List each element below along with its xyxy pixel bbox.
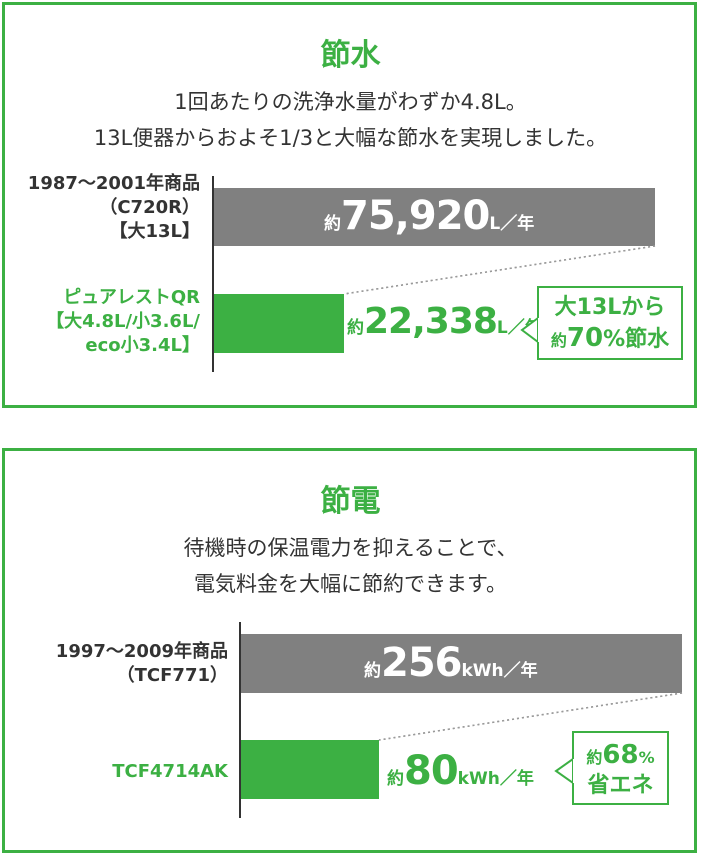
power-new-value-number: 80 [404, 748, 459, 794]
water-description: 1回あたりの洗浄水量がわずか4.8L。 13L便器からおよそ1/3と大幅な節水を… [0, 84, 701, 156]
water-savings-badge: 大13Lから 約70%節水 [537, 286, 683, 360]
power-saving-panel [2, 448, 697, 853]
water-axis-line [212, 176, 214, 372]
water-new-label-line1: ピュアレストQR [63, 287, 200, 308]
power-desc-line2: 電気料金を大幅に節約できます。 [194, 572, 507, 596]
power-desc-line1: 待機時の保温電力を抑えることで、 [183, 536, 518, 560]
water-old-bar [214, 188, 655, 246]
water-old-label-line2: （C720R） [99, 197, 200, 218]
water-new-label-line3: eco小3.4L】 [85, 335, 200, 356]
water-old-value-number: 75,920 [341, 193, 490, 239]
power-old-label-line2: （TCF771） [116, 665, 228, 686]
power-connector-line-bottom [378, 692, 683, 741]
water-old-value-unit: L／年 [489, 214, 535, 234]
power-new-value-prefix: 約 [387, 769, 404, 789]
water-badge-suffix: %節水 [603, 326, 670, 352]
power-axis-line [239, 622, 241, 818]
water-badge-arrow-mask [538, 318, 540, 342]
power-old-value-unit: kWh／年 [461, 661, 538, 681]
power-badge-arrow [554, 757, 574, 785]
power-badge-line1: 約68% [574, 739, 667, 772]
power-old-category-label: 1997〜2009年商品 （TCF771） [0, 640, 228, 688]
power-old-value-number: 256 [381, 640, 462, 686]
water-desc-line1: 1回あたりの洗浄水量がわずか4.8L。 [174, 90, 527, 114]
power-old-value-prefix: 約 [364, 661, 381, 681]
power-badge-arrow-mask [573, 759, 575, 783]
power-new-value-label: 約80kWh／年 [387, 751, 534, 791]
power-old-label-line1: 1997〜2009年商品 [55, 641, 228, 662]
power-badge-line2: 省エネ [587, 772, 654, 798]
power-badge-prefix: 約 [586, 748, 603, 767]
water-new-bar [214, 294, 344, 353]
water-badge-prefix: 約 [550, 330, 567, 350]
water-old-label-line1: 1987〜2001年商品 [27, 173, 200, 194]
power-new-category-label: TCF4714AK [0, 760, 228, 784]
water-badge-line2: 約70%節水 [539, 322, 681, 355]
water-badge-line1: 大13Lから [554, 295, 666, 320]
power-title: 節電 [320, 484, 381, 519]
water-old-value-prefix: 約 [324, 214, 341, 234]
water-new-value-prefix: 約 [347, 318, 364, 338]
water-new-value-number: 22,338 [364, 301, 498, 342]
power-new-label-line1: TCF4714AK [112, 761, 228, 782]
water-desc-line2: 13L便器からおよそ1/3と大幅な節水を実現しました。 [93, 126, 608, 150]
water-saving-panel [2, 2, 697, 408]
water-old-value-label: 約75,920L／年 [324, 196, 534, 236]
water-new-category-label: ピュアレストQR 【大4.8L/小3.6L/ eco小3.4L】 [0, 286, 200, 358]
power-savings-badge: 約68% 省エネ [572, 731, 669, 805]
power-new-value-unit: kWh／年 [457, 769, 534, 789]
power-old-bar [241, 634, 682, 693]
water-old-category-label: 1987〜2001年商品 （C720R） 【大13L】 [0, 172, 200, 244]
power-description: 待機時の保温電力を抑えることで、 電気料金を大幅に節約できます。 [0, 530, 701, 602]
water-old-label-line3: 【大13L】 [109, 221, 200, 242]
power-new-bar [241, 740, 379, 799]
water-new-label-line2: 【大4.8L/小3.6L/ [46, 311, 200, 332]
water-title: 節水 [320, 38, 381, 73]
power-badge-suffix: % [638, 748, 655, 767]
water-badge-number: 70 [566, 322, 604, 353]
power-badge-number: 68 [602, 740, 639, 770]
power-old-value-label: 約256kWh／年 [364, 643, 538, 683]
